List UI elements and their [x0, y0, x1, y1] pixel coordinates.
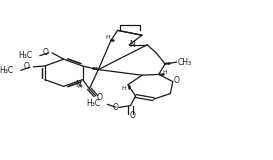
Text: H: H — [122, 85, 126, 91]
Text: O: O — [97, 93, 103, 102]
Text: H: H — [105, 35, 110, 40]
Text: H₃C: H₃C — [0, 66, 14, 75]
Text: H: H — [163, 70, 168, 75]
Text: CH₃: CH₃ — [177, 58, 191, 67]
Text: O: O — [43, 48, 49, 56]
Text: H: H — [78, 84, 82, 88]
Text: H₃C: H₃C — [86, 100, 100, 108]
Text: O: O — [24, 62, 30, 71]
Text: N: N — [129, 40, 135, 48]
Text: O: O — [174, 76, 180, 85]
Text: O: O — [130, 112, 136, 120]
Text: N: N — [75, 80, 81, 89]
Text: H₃C: H₃C — [19, 51, 32, 60]
Text: O: O — [112, 103, 118, 112]
